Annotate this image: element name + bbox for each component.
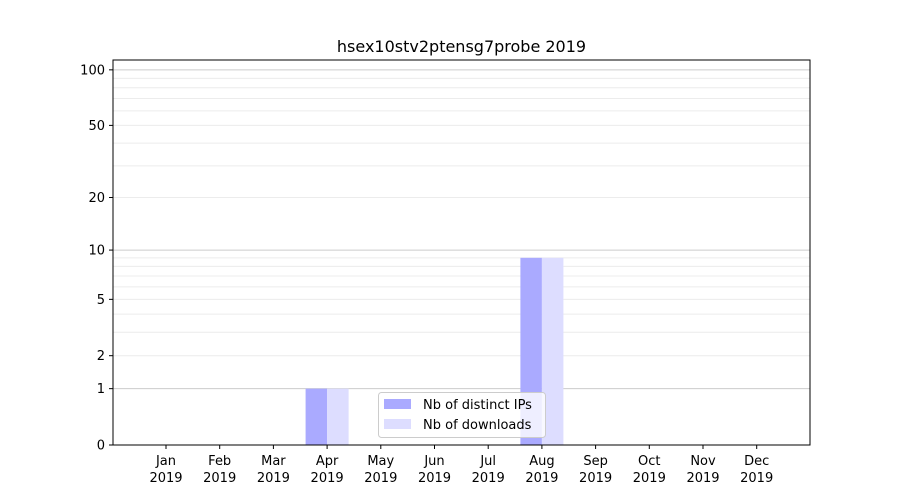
x-tick-label-year: 2019 [257, 471, 290, 486]
legend-label: Nb of downloads [423, 418, 532, 433]
x-tick-label-month: Aug [529, 454, 554, 469]
legend-swatch [384, 399, 411, 409]
y-tick-label: 1 [97, 382, 105, 397]
chart-title: hsex10stv2ptensg7probe 2019 [337, 37, 586, 56]
y-tick-label: 10 [88, 244, 105, 259]
x-tick-label-month: Feb [208, 454, 231, 469]
x-tick-label-month: Sep [583, 454, 608, 469]
x-tick-label-year: 2019 [364, 471, 397, 486]
bar-distinct-ips [305, 388, 328, 445]
y-tick-label: 5 [97, 293, 105, 308]
x-tick-label-year: 2019 [525, 471, 558, 486]
x-tick-label-month: Dec [744, 454, 769, 469]
x-tick-label-year: 2019 [686, 471, 719, 486]
x-tick-label-year: 2019 [633, 471, 666, 486]
legend-swatch [384, 419, 411, 429]
x-tick-label-year: 2019 [203, 471, 236, 486]
x-tick-label-year: 2019 [311, 471, 344, 486]
y-tick-label: 50 [88, 119, 105, 134]
x-tick-label-month: Jan [155, 454, 176, 469]
y-tick-label: 100 [80, 63, 105, 78]
x-tick-label-month: Apr [316, 454, 339, 469]
x-tick-label-year: 2019 [472, 471, 505, 486]
y-tick-label: 0 [97, 439, 105, 454]
y-tick-label: 20 [88, 191, 105, 206]
x-tick-label-month: Jun [423, 454, 444, 469]
axes-frame [112, 59, 811, 446]
x-tick-label-month: Nov [690, 454, 716, 469]
x-tick-label-month: Oct [638, 454, 660, 469]
y-tick-label: 2 [97, 349, 105, 364]
x-tick-label-month: May [367, 454, 394, 469]
bar-downloads [327, 388, 349, 445]
legend-box [378, 392, 546, 438]
x-tick-label-year: 2019 [740, 471, 773, 486]
x-tick-label-year: 2019 [579, 471, 612, 486]
legend-label: Nb of distinct IPs [423, 398, 532, 413]
x-tick-label-year: 2019 [418, 471, 451, 486]
x-tick-label-month: Mar [261, 454, 286, 469]
bar-downloads [541, 257, 564, 445]
x-tick-label-year: 2019 [149, 471, 182, 486]
x-tick-label-month: Jul [479, 454, 496, 469]
